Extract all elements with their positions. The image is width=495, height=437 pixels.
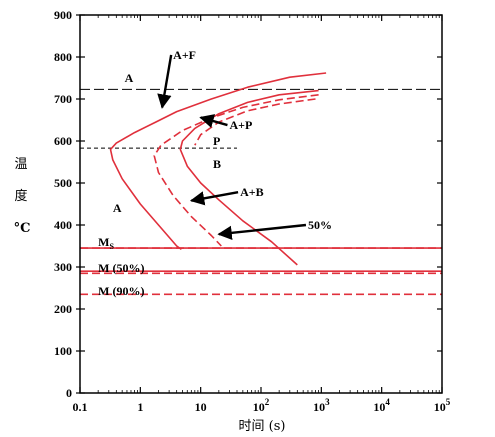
annotation-label-2: A+P (229, 118, 252, 132)
x-tick-label: 103 (313, 397, 330, 414)
x-tick-label: 1 (137, 400, 143, 414)
y-tick-label: 500 (54, 176, 72, 190)
annotation-label-10: M (90%) (98, 284, 144, 298)
annotation-label-4: B (213, 157, 221, 171)
y-tick-label: 200 (54, 302, 72, 316)
plot-frame (79, 14, 443, 394)
annotations: A A+F A+P PB A+B A 50% MS M (50%) M (90%) (98, 48, 332, 298)
y-tick-label: 600 (54, 134, 72, 148)
y-tick-label: 700 (54, 92, 72, 106)
annotation-arrow-7 (217, 223, 307, 241)
y-tick-label: 0 (66, 386, 72, 400)
curve-series (80, 72, 442, 296)
y-tick-label: 100 (54, 344, 72, 358)
annotation-label-1: A+F (173, 48, 196, 62)
x-tick-label: 10 (195, 400, 207, 414)
series-line-1 (153, 94, 319, 247)
annotation-arrow-5 (189, 191, 239, 206)
x-axis-title: 时间 (s) (239, 419, 286, 434)
series-line-2 (179, 89, 319, 266)
y-axis-title-3: °C (14, 221, 31, 236)
annotation-label-6: A (113, 201, 122, 215)
y-tick-label: 800 (54, 50, 72, 64)
annotation-label-9: M (50%) (98, 261, 144, 275)
reference-lines (80, 88, 442, 149)
annotation-label-0: A (125, 71, 134, 85)
series-line-3 (194, 98, 316, 146)
y-tick-label: 300 (54, 260, 72, 274)
annotation-label-8: MS (98, 235, 114, 251)
y-axis-title-1: 温 (14, 157, 27, 172)
annotation-label-7: 50% (308, 218, 332, 232)
annotation-arrow-2 (199, 114, 228, 128)
x-tick-label: 105 (434, 397, 451, 414)
x-tick-label: 0.1 (73, 400, 88, 414)
y-tick-label: 900 (54, 8, 72, 22)
y-tick-label: 400 (54, 218, 72, 232)
series-line-0 (109, 72, 327, 251)
axes: 0 100 200 300 400 500 600 700 800 900 0.1 1 10 102 103… (54, 8, 451, 414)
annotation-label-3: P (213, 134, 220, 148)
x-tick-label: 104 (373, 397, 390, 414)
x-tick-label: 102 (253, 397, 270, 414)
y-axis-title-2: 度 (14, 188, 27, 204)
annotation-label-5: A+B (240, 185, 264, 199)
annotation-arrow-1 (157, 54, 173, 109)
